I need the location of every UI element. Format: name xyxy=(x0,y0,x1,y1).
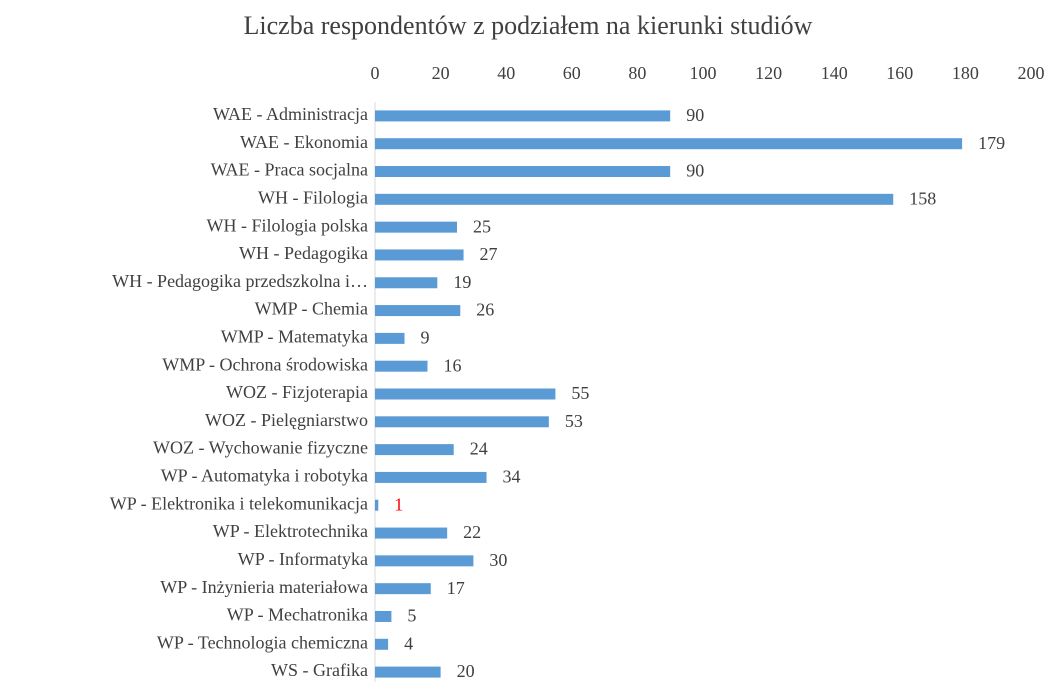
value-label: 24 xyxy=(470,439,488,459)
y-tick-label: WP - Elektronika i telekomunikacja xyxy=(110,493,368,513)
y-tick-label: WP - Mechatronika xyxy=(227,605,368,625)
bar xyxy=(375,471,487,483)
y-tick-label: WOZ - Wychowanie fizyczne xyxy=(153,438,368,458)
value-label: 53 xyxy=(565,411,583,431)
bar xyxy=(375,249,464,261)
value-label: 16 xyxy=(443,355,461,375)
y-tick-label: WH - Pedagogika xyxy=(239,243,368,263)
x-tick-label: 80 xyxy=(628,63,646,83)
x-tick-label: 20 xyxy=(432,63,450,83)
value-label: 22 xyxy=(463,522,481,542)
value-label: 5 xyxy=(407,606,416,626)
y-tick-label: WH - Pedagogika przedszkolna i… xyxy=(112,271,368,291)
value-label: 90 xyxy=(686,105,704,125)
value-label: 25 xyxy=(473,216,491,236)
value-label: 20 xyxy=(457,661,475,681)
bar xyxy=(375,499,379,511)
y-tick-label: WAE - Ekonomia xyxy=(240,132,368,152)
value-label: 90 xyxy=(686,161,704,181)
y-tick-label: WH - Filologia xyxy=(258,187,368,207)
bar xyxy=(375,166,671,178)
value-label: 17 xyxy=(447,578,465,598)
value-label: 26 xyxy=(476,300,494,320)
y-tick-label: WP - Inżynieria materiałowa xyxy=(160,577,368,597)
chart-title: Liczba respondentów z podziałem na kieru… xyxy=(244,11,813,40)
x-tick-label: 120 xyxy=(755,63,782,83)
x-tick-label: 0 xyxy=(371,63,380,83)
y-tick-label: WOZ - Pielęgniarstwo xyxy=(205,410,368,430)
bar xyxy=(375,277,438,289)
bar xyxy=(375,138,963,150)
bar xyxy=(375,444,454,456)
value-label: 179 xyxy=(978,133,1005,153)
bar xyxy=(375,638,389,650)
bar xyxy=(375,305,461,317)
y-tick-label: WP - Elektrotechnika xyxy=(213,521,368,541)
y-tick-label: WMP - Matematyka xyxy=(221,327,368,347)
y-tick-label: WMP - Chemia xyxy=(255,299,368,319)
x-tick-label: 160 xyxy=(886,63,913,83)
y-tick-label: WP - Technologia chemiczna xyxy=(157,632,368,652)
y-tick-label: WOZ - Fizjoterapia xyxy=(226,382,368,402)
bar xyxy=(375,583,431,595)
bar xyxy=(375,666,441,678)
y-tick-label: WH - Filologia polska xyxy=(207,215,368,235)
value-label: 9 xyxy=(421,328,430,348)
value-label: 34 xyxy=(503,467,521,487)
y-tick-label: WP - Automatyka i robotyka xyxy=(161,466,368,486)
x-tick-label: 140 xyxy=(821,63,848,83)
bar xyxy=(375,610,392,622)
x-tick-label: 180 xyxy=(952,63,979,83)
value-label: 19 xyxy=(453,272,471,292)
bar xyxy=(375,110,671,122)
x-tick-label: 40 xyxy=(497,63,515,83)
y-tick-label: WS - Grafika xyxy=(271,660,368,680)
bar xyxy=(375,332,405,344)
value-label: 158 xyxy=(909,188,936,208)
bar xyxy=(375,360,428,372)
y-tick-label: WAE - Praca socjalna xyxy=(211,160,368,180)
value-label: 30 xyxy=(489,550,507,570)
x-tick-label: 60 xyxy=(563,63,581,83)
bar xyxy=(375,555,474,567)
value-label: 4 xyxy=(404,633,413,653)
bar xyxy=(375,388,556,400)
bar xyxy=(375,527,448,539)
bar xyxy=(375,416,549,428)
y-tick-label: WAE - Administracja xyxy=(213,104,368,124)
x-tick-label: 200 xyxy=(1018,63,1045,83)
x-tick-label: 100 xyxy=(690,63,717,83)
value-label: 1 xyxy=(394,494,403,514)
y-tick-label: WMP - Ochrona środowiska xyxy=(162,354,368,374)
bar xyxy=(375,221,457,233)
value-label: 55 xyxy=(571,383,589,403)
value-label: 27 xyxy=(480,244,498,264)
bar xyxy=(375,193,894,205)
y-tick-label: WP - Informatyka xyxy=(238,549,368,569)
